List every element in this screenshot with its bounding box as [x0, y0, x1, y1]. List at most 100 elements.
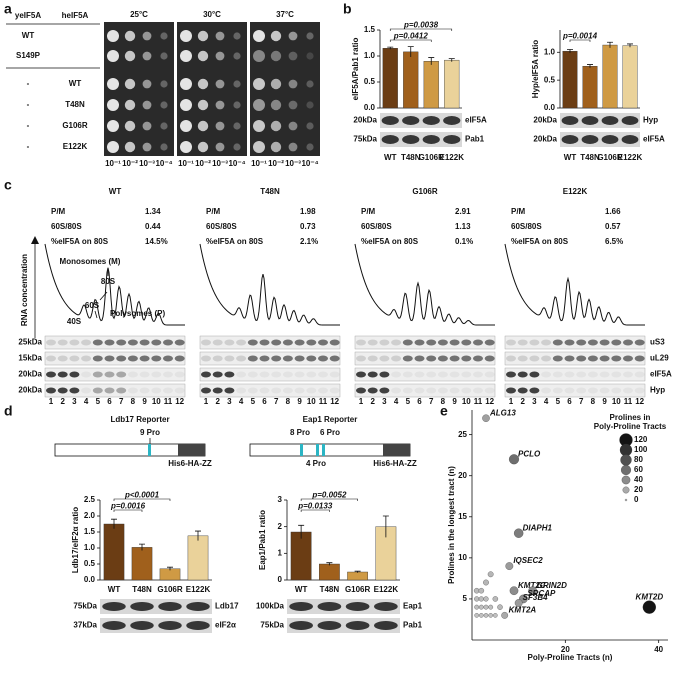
- blot-band: [506, 387, 516, 394]
- lane-number: 9: [602, 397, 607, 406]
- blot-band: [529, 355, 540, 362]
- blot-band: [186, 621, 210, 630]
- yeast-spot: [160, 52, 168, 60]
- blot-band: [201, 371, 211, 378]
- reporter-title: Eap1 Reporter: [303, 415, 358, 424]
- point: [478, 596, 484, 602]
- yeast-spot: [160, 80, 168, 88]
- bar: [290, 531, 312, 581]
- yeast-spot: [197, 120, 209, 132]
- column-header: yeIF5A: [15, 11, 41, 20]
- blot-band: [576, 355, 587, 362]
- lane-number: 5: [96, 397, 101, 406]
- p-value: p=0.0412: [393, 32, 429, 41]
- blot-band: [426, 387, 437, 394]
- legend-bubble: [624, 498, 628, 502]
- blot-band: [541, 339, 552, 346]
- blot-band: [381, 135, 399, 144]
- yeast-spot: [160, 32, 168, 40]
- bar: [602, 44, 618, 109]
- yeast-spot: [270, 99, 282, 111]
- blot-marker: 25kDa: [18, 338, 42, 347]
- error-bar: [354, 570, 361, 573]
- y-axis-title: Eap1/Pab1 ratio: [258, 510, 267, 570]
- yeast-spot: [142, 121, 152, 131]
- dilution: 10⁻²: [122, 159, 138, 168]
- y-tick-label: 0.0: [84, 575, 96, 584]
- blot-band: [402, 355, 413, 362]
- lane-number: 1: [204, 397, 209, 406]
- blot-band: [391, 371, 402, 378]
- error-bar: [607, 41, 613, 48]
- blot-band: [69, 387, 80, 394]
- blot-band: [127, 355, 138, 362]
- p-value: p=0.0038: [403, 21, 439, 30]
- blot-band: [541, 371, 552, 378]
- blot-band: [104, 387, 115, 394]
- blot-strip: [100, 618, 212, 633]
- blot-band: [282, 355, 293, 362]
- arrow-head: [31, 236, 39, 244]
- yeast-spot: [253, 99, 265, 111]
- blot-band: [611, 355, 622, 362]
- blot-band: [587, 355, 598, 362]
- lane-number: 7: [429, 397, 434, 406]
- blot-band: [345, 621, 370, 630]
- yeast-spot: [306, 122, 314, 130]
- yeast-spot: [107, 50, 119, 62]
- point: [474, 604, 480, 610]
- blot-band: [224, 387, 235, 394]
- blot-band: [151, 371, 162, 378]
- blot-band: [391, 355, 402, 362]
- blot-band: [581, 135, 599, 144]
- blot-band: [139, 387, 150, 394]
- yeast-spot: [288, 142, 298, 152]
- yeast-spot: [160, 143, 168, 151]
- blot-marker: 20kDa: [533, 116, 557, 125]
- stat-label: P/M: [361, 207, 376, 216]
- blot-band: [437, 339, 448, 346]
- blot-band: [151, 339, 162, 346]
- blot-band: [104, 371, 115, 378]
- blot-band: [379, 339, 390, 346]
- lane-number: 6: [567, 397, 572, 406]
- panel-letter: b: [343, 1, 352, 17]
- blot-band: [212, 339, 223, 346]
- blot-strip: [354, 367, 496, 382]
- blot-band: [601, 116, 619, 125]
- stat-value: 1.66: [605, 207, 621, 216]
- lane-number: 9: [297, 397, 302, 406]
- stat-label: %eIF5A on 80S: [361, 237, 419, 246]
- proline-tract: [316, 444, 319, 456]
- blot-band: [517, 371, 528, 378]
- blot-band: [426, 371, 437, 378]
- bar: [159, 568, 181, 581]
- blot-band: [127, 387, 138, 394]
- point-label: DIAPH1: [523, 523, 553, 532]
- blot-band: [317, 602, 342, 611]
- yeast-spot: [160, 122, 168, 130]
- blot-band: [473, 371, 483, 378]
- point: [501, 611, 509, 619]
- yeast-spot: [142, 100, 152, 110]
- legend-label: 120: [634, 435, 648, 444]
- x-tick-label: 40: [654, 645, 663, 654]
- yeast-spot: [180, 141, 192, 153]
- y-tick-label: 15: [458, 512, 467, 521]
- yeast-spot: [142, 31, 152, 41]
- blot-band-label: Eap1: [403, 602, 423, 611]
- blot-band: [130, 621, 154, 630]
- blot-band: [379, 371, 390, 378]
- blot-band: [552, 355, 563, 362]
- blot-band: [317, 621, 342, 630]
- blot-band: [247, 387, 258, 394]
- blot-band: [426, 339, 437, 346]
- blot-band: [174, 339, 185, 346]
- blot-band: [282, 371, 293, 378]
- profile-curve: [354, 243, 496, 326]
- lane-number: 11: [624, 397, 633, 406]
- yeast-spot: [142, 51, 152, 61]
- blot-band: [116, 387, 127, 394]
- blot-band: [92, 371, 103, 378]
- category-label: T48N: [401, 153, 421, 162]
